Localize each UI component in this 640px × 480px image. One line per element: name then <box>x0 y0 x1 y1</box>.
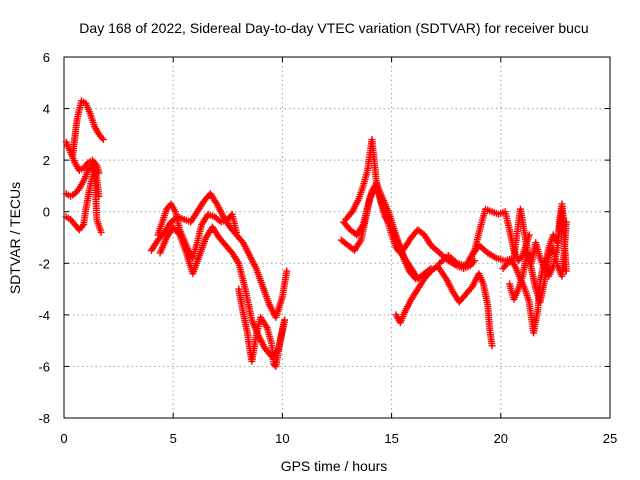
x-tick-label: 0 <box>60 431 67 446</box>
y-tick-label: -6 <box>38 359 50 374</box>
series-arc-1c <box>62 161 103 200</box>
x-tick-label: 15 <box>384 431 398 446</box>
x-tick-label: 20 <box>494 431 508 446</box>
y-tick-label: -2 <box>38 256 50 271</box>
series-arc-1a <box>62 138 103 177</box>
plot-frame <box>63 56 611 419</box>
data-point <box>97 228 105 236</box>
data-point <box>488 342 496 350</box>
y-tick-label: 6 <box>43 50 50 65</box>
data-point <box>99 136 107 144</box>
data-point <box>233 228 241 236</box>
y-tick-label: -8 <box>38 411 50 426</box>
data-point <box>412 275 420 283</box>
tick-labels: 0 5 10 15 20 25 -8 -6 -4 -2 0 2 4 6 <box>38 50 617 446</box>
data-point <box>410 273 418 281</box>
x-tick-label: 5 <box>170 431 177 446</box>
series-arc-3d <box>392 262 496 350</box>
series-arc-1b <box>69 97 107 159</box>
data-point <box>174 229 182 237</box>
chart-title: Day 168 of 2022, Sidereal Day-to-day VTE… <box>79 20 588 36</box>
data-point <box>283 267 291 275</box>
data-points <box>62 97 570 370</box>
y-tick-label: 2 <box>43 153 50 168</box>
y-axis-label: SDTVAR / TECUs <box>7 182 23 294</box>
data-point <box>281 316 289 324</box>
series-arc-2d <box>235 285 289 370</box>
x-tick-label: 10 <box>275 431 289 446</box>
x-axis-label: GPS time / hours <box>281 458 388 474</box>
y-tick-label: -4 <box>38 308 50 323</box>
series-arc-3i <box>523 200 570 275</box>
x-tick-label: 25 <box>603 431 617 446</box>
series-arc-3c <box>340 179 420 283</box>
series-arc-1d <box>62 164 105 236</box>
y-tick-label: 4 <box>43 102 50 117</box>
y-tick-label: 0 <box>43 205 50 220</box>
data-point <box>562 267 570 275</box>
